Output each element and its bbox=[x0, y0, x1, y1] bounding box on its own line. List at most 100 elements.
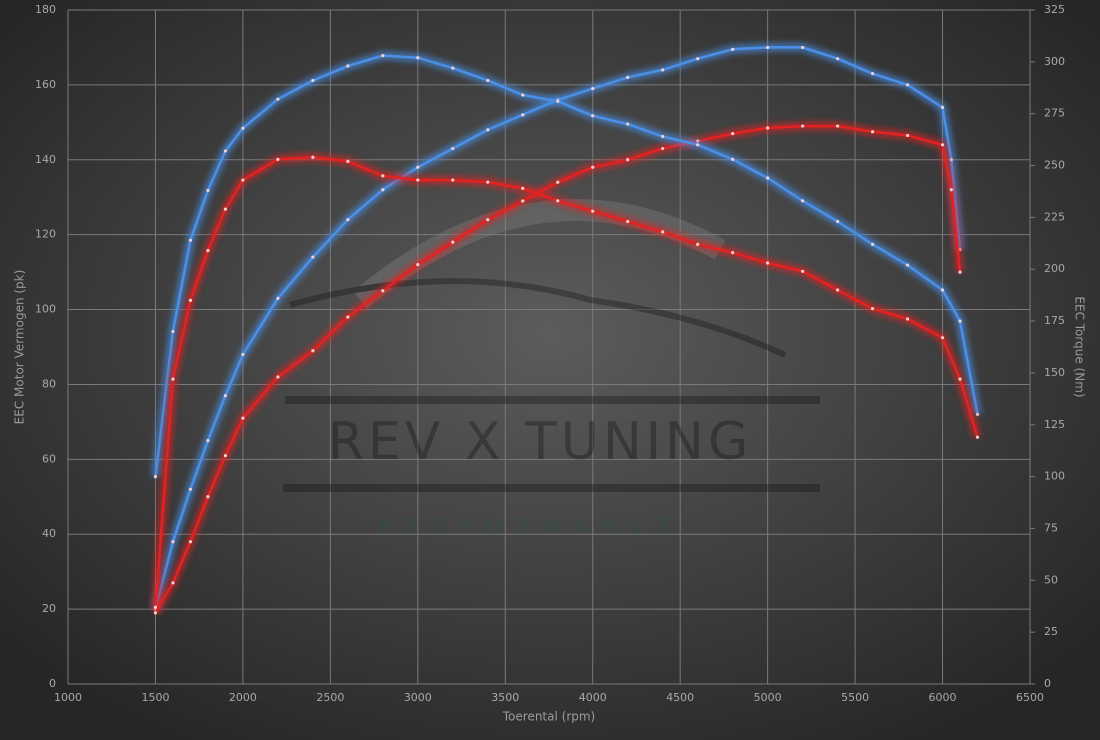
point bbox=[416, 165, 420, 169]
y2-tick-label: 325 bbox=[1044, 3, 1065, 16]
point bbox=[416, 56, 420, 60]
point bbox=[940, 105, 945, 109]
point bbox=[626, 75, 630, 79]
y2-tick-label: 150 bbox=[1044, 366, 1065, 379]
y-tick-label: 40 bbox=[42, 527, 56, 540]
point bbox=[346, 64, 350, 68]
point bbox=[188, 298, 193, 302]
y2-tick-label: 275 bbox=[1044, 107, 1065, 120]
point bbox=[836, 219, 840, 224]
point bbox=[206, 248, 210, 253]
point bbox=[731, 157, 735, 161]
line bbox=[154, 46, 962, 610]
logo-bar bbox=[285, 396, 820, 404]
point bbox=[975, 412, 980, 416]
point bbox=[451, 240, 455, 244]
point bbox=[451, 146, 455, 151]
point bbox=[153, 611, 158, 615]
point bbox=[521, 113, 525, 117]
y2-axis-title: EEC Torque (Nm) bbox=[1073, 296, 1087, 397]
point bbox=[870, 72, 875, 76]
point bbox=[311, 78, 315, 83]
point bbox=[206, 439, 210, 443]
point bbox=[486, 180, 490, 184]
x-tick-label: 3000 bbox=[404, 691, 432, 704]
point bbox=[486, 78, 490, 83]
point bbox=[731, 47, 735, 51]
point bbox=[451, 66, 455, 70]
point bbox=[241, 352, 245, 357]
point bbox=[731, 131, 735, 136]
point bbox=[696, 143, 700, 147]
point bbox=[801, 199, 805, 203]
point bbox=[521, 199, 525, 203]
point bbox=[940, 288, 945, 292]
point bbox=[171, 540, 175, 544]
point bbox=[836, 57, 840, 61]
x-tick-label: 1000 bbox=[54, 691, 82, 704]
point bbox=[836, 288, 840, 292]
point bbox=[381, 54, 385, 58]
point bbox=[766, 45, 770, 50]
x-tick-label: 6000 bbox=[929, 691, 957, 704]
point bbox=[556, 199, 560, 203]
y2-tick-label: 100 bbox=[1044, 470, 1065, 483]
point bbox=[766, 126, 770, 130]
x-tick-label: 2500 bbox=[316, 691, 344, 704]
point bbox=[521, 93, 525, 97]
x-tick-label: 3500 bbox=[491, 691, 519, 704]
point bbox=[346, 315, 350, 319]
point bbox=[416, 178, 420, 182]
point bbox=[626, 219, 630, 224]
point bbox=[416, 263, 420, 267]
logo-subtext: PERFORMANCE bbox=[380, 515, 686, 539]
y-tick-label: 60 bbox=[42, 452, 56, 465]
x-tick-label: 5000 bbox=[754, 691, 782, 704]
point bbox=[696, 242, 700, 246]
x-tick-label: 6500 bbox=[1016, 691, 1044, 704]
point bbox=[223, 149, 228, 153]
point bbox=[223, 394, 228, 398]
point bbox=[940, 336, 945, 340]
point bbox=[486, 128, 490, 132]
point bbox=[206, 495, 210, 499]
point bbox=[241, 126, 245, 130]
y2-tick-label: 125 bbox=[1044, 418, 1065, 431]
point bbox=[346, 218, 350, 222]
point bbox=[591, 114, 595, 118]
y2-tick-label: 0 bbox=[1044, 677, 1051, 690]
point bbox=[801, 269, 805, 273]
point bbox=[311, 255, 315, 259]
y-tick-label: 100 bbox=[35, 303, 56, 316]
logo-arc bbox=[352, 199, 726, 309]
point bbox=[661, 146, 665, 151]
point bbox=[661, 230, 665, 234]
point bbox=[241, 178, 245, 182]
point bbox=[171, 377, 175, 381]
point bbox=[801, 45, 805, 50]
point bbox=[696, 57, 700, 61]
point bbox=[188, 540, 193, 544]
point bbox=[949, 158, 953, 162]
y-axis-title: EEC Motor Vermogen (pk) bbox=[13, 270, 27, 425]
point bbox=[870, 307, 875, 311]
point bbox=[276, 375, 280, 379]
x-tick-label: 5500 bbox=[841, 691, 869, 704]
y-tick-label: 20 bbox=[42, 602, 56, 615]
point bbox=[486, 218, 490, 222]
point bbox=[188, 238, 193, 242]
y2-tick-label: 75 bbox=[1044, 521, 1058, 534]
point bbox=[661, 68, 665, 72]
point bbox=[870, 242, 875, 246]
y2-tick-label: 250 bbox=[1044, 159, 1065, 172]
point bbox=[381, 289, 385, 293]
point bbox=[958, 377, 962, 381]
y2-tick-label: 175 bbox=[1044, 314, 1065, 327]
point bbox=[591, 87, 595, 91]
y-tick-label: 180 bbox=[35, 3, 56, 16]
point bbox=[153, 475, 158, 479]
y-tick-label: 160 bbox=[35, 78, 56, 91]
point bbox=[626, 122, 630, 126]
point bbox=[188, 487, 193, 491]
